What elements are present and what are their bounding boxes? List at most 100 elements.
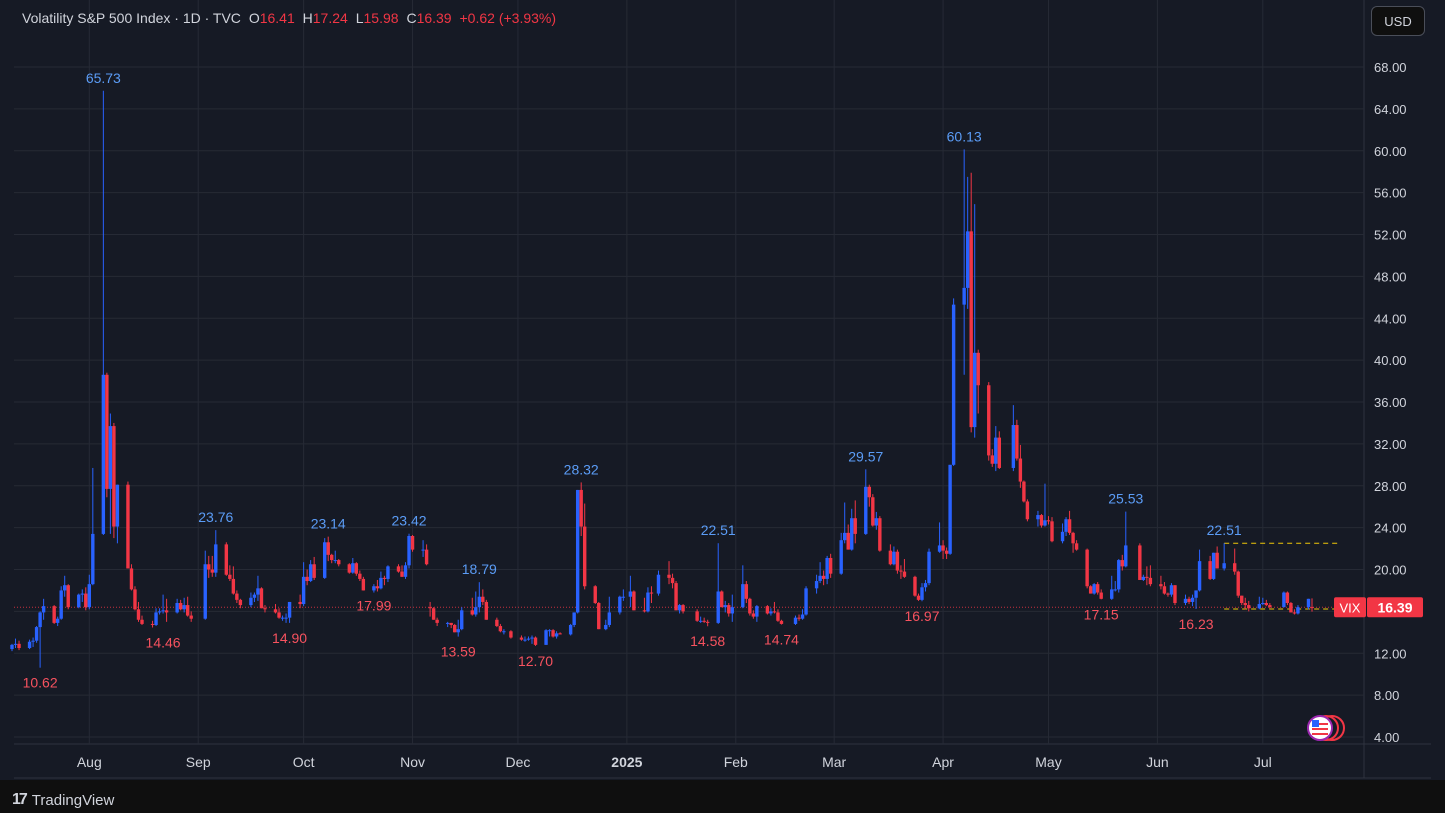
candle-body[interactable] — [224, 544, 229, 575]
candle-body[interactable] — [871, 497, 875, 526]
candle-body[interactable] — [621, 596, 626, 598]
candle-body[interactable] — [579, 489, 583, 527]
candle-body[interactable] — [396, 566, 401, 572]
candle-body[interactable] — [449, 622, 453, 625]
candle-body[interactable] — [347, 564, 351, 573]
candle-body[interactable] — [913, 576, 917, 596]
candle-body[interactable] — [853, 518, 857, 534]
candle-body[interactable] — [164, 610, 169, 613]
candle-body[interactable] — [720, 591, 724, 608]
candle-body[interactable] — [1011, 425, 1016, 468]
candle-body[interactable] — [776, 612, 780, 621]
candle-body[interactable] — [207, 564, 211, 570]
candle-body[interactable] — [1215, 552, 1219, 569]
candle-body[interactable] — [136, 609, 141, 620]
candle-body[interactable] — [495, 619, 499, 627]
candle-body[interactable] — [34, 627, 39, 641]
candle-body[interactable] — [1208, 561, 1212, 579]
candle-body[interactable] — [965, 231, 970, 288]
candle-body[interactable] — [705, 621, 710, 623]
candle-body[interactable] — [987, 385, 991, 456]
candle-body[interactable] — [428, 607, 432, 609]
candle-body[interactable] — [572, 612, 576, 625]
candle-body[interactable] — [126, 484, 130, 569]
candle-body[interactable] — [923, 583, 928, 588]
candle-body[interactable] — [800, 614, 805, 619]
candle-body[interactable] — [1110, 589, 1114, 599]
candle-body[interactable] — [1138, 545, 1142, 580]
candle-body[interactable] — [751, 613, 756, 617]
candle-body[interactable] — [677, 605, 682, 611]
candle-body[interactable] — [424, 549, 429, 565]
candle-body[interactable] — [519, 637, 524, 640]
candle-body[interactable] — [1036, 515, 1040, 520]
candle-body[interactable] — [354, 563, 359, 574]
candle-body[interactable] — [544, 630, 548, 645]
candle-body[interactable] — [698, 620, 703, 622]
candle-body[interactable] — [470, 610, 474, 615]
candle-body[interactable] — [337, 560, 341, 565]
candle-body[interactable] — [108, 426, 113, 489]
candle-body[interactable] — [308, 564, 313, 582]
candle-body[interactable] — [13, 643, 18, 645]
time-axis[interactable]: Aug Sep Oct Nov Dec 2025 Feb Mar Apr May Jun Jul — [77, 754, 1272, 770]
candle-body[interactable] — [1124, 545, 1128, 567]
candle-body[interactable] — [990, 455, 994, 464]
candle-body[interactable] — [351, 563, 355, 573]
candle-body[interactable] — [681, 605, 685, 612]
candle-body[interactable] — [843, 532, 847, 541]
candle-body[interactable] — [484, 601, 489, 620]
candle-body[interactable] — [628, 591, 633, 597]
candle-body[interactable] — [1222, 563, 1226, 569]
candle-body[interactable] — [1113, 589, 1117, 591]
candle-body[interactable] — [695, 611, 699, 621]
candle-body[interactable] — [1050, 521, 1054, 542]
candle-body[interactable] — [744, 584, 749, 599]
candle-body[interactable] — [568, 624, 573, 635]
candle-body[interactable] — [284, 617, 288, 619]
candle-body[interactable] — [1264, 603, 1269, 606]
candle-body[interactable] — [1183, 598, 1188, 603]
candle-body[interactable] — [280, 617, 285, 619]
candle-body[interactable] — [410, 536, 415, 550]
candle-body[interactable] — [973, 352, 977, 428]
candle-body[interactable] — [769, 611, 773, 614]
candle-body[interactable] — [178, 603, 183, 610]
candle-body[interactable] — [772, 611, 777, 613]
candle-body[interactable] — [333, 560, 337, 562]
candle-body[interactable] — [850, 518, 854, 550]
candle-body[interactable] — [597, 603, 601, 630]
candle-body[interactable] — [298, 601, 302, 605]
candle-body[interactable] — [10, 644, 14, 650]
candle-body[interactable] — [210, 569, 214, 573]
candle-body[interactable] — [944, 550, 949, 554]
candle-body[interactable] — [129, 568, 134, 590]
candle-body[interactable] — [84, 593, 88, 608]
candle-body[interactable] — [87, 584, 91, 608]
candle-body[interactable] — [277, 612, 281, 618]
candle-body[interactable] — [421, 549, 425, 551]
candle-body[interactable] — [445, 622, 450, 624]
candle-body[interactable] — [1046, 520, 1051, 522]
symbol-legend[interactable]: Volatility S&P 500 Index · 1D · TVC O16.… — [22, 10, 560, 26]
candle-body[interactable] — [238, 599, 243, 606]
candle-body[interactable] — [920, 587, 924, 600]
candle-body[interactable] — [1099, 592, 1103, 599]
candle-body[interactable] — [874, 518, 879, 526]
candle-body[interactable] — [59, 590, 63, 619]
candle-body[interactable] — [916, 595, 921, 600]
candle-body[interactable] — [1039, 515, 1044, 526]
currency-button[interactable]: USD — [1371, 6, 1425, 36]
candle-body[interactable] — [1060, 531, 1065, 542]
candle-body[interactable] — [741, 584, 745, 608]
candle-body[interactable] — [618, 596, 622, 613]
candle-body[interactable] — [407, 536, 411, 566]
candlestick-series[interactable] — [10, 90, 1314, 668]
candle-body[interactable] — [646, 592, 650, 612]
candle-body[interactable] — [203, 564, 207, 619]
candle-body[interactable] — [175, 603, 179, 613]
candle-body[interactable] — [330, 554, 334, 561]
candle-body[interactable] — [748, 598, 752, 614]
candle-body[interactable] — [1292, 612, 1297, 614]
candle-body[interactable] — [1092, 584, 1096, 594]
